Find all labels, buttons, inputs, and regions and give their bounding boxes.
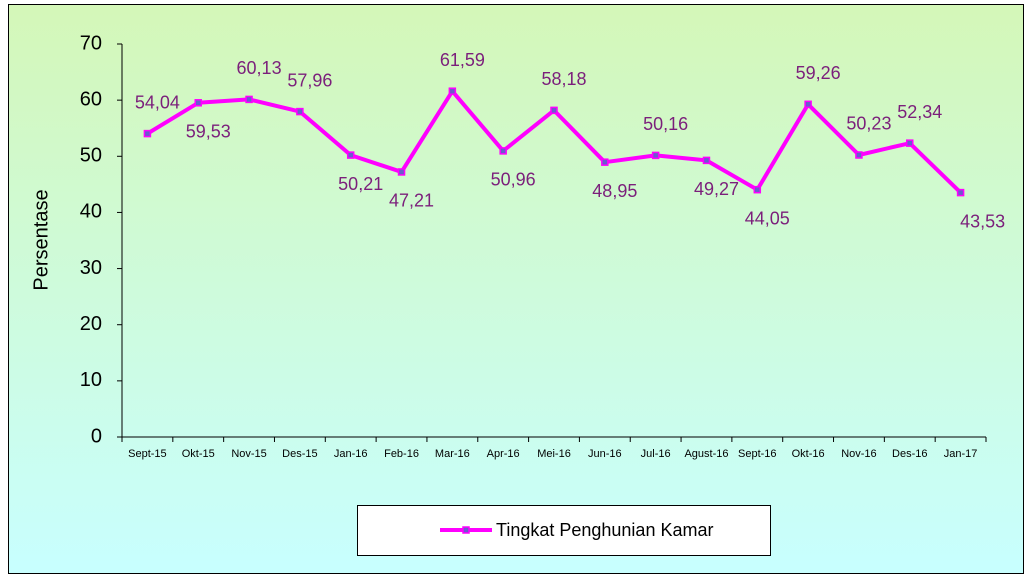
x-tick-label: Jan-16 (334, 448, 368, 460)
legend-marker (462, 526, 470, 534)
marker (346, 151, 355, 159)
data-label: 47,21 (389, 191, 434, 211)
x-tick-label: Sept-15 (128, 448, 167, 460)
y-tick-label: 30 (80, 257, 102, 279)
x-tick-label: Des-15 (282, 448, 317, 460)
y-tick-label: 50 (80, 145, 102, 167)
y-tick-label: 20 (80, 313, 102, 335)
marker (550, 106, 558, 115)
marker (296, 107, 304, 116)
marker (448, 87, 457, 95)
marker (397, 168, 406, 176)
x-tick-label: Okt-16 (792, 448, 825, 460)
marker (906, 139, 914, 147)
data-label: 59,26 (796, 63, 841, 83)
x-tick-label: Sept-16 (738, 448, 777, 460)
data-label: 50,96 (491, 170, 536, 190)
y-tick-label: 60 (80, 88, 102, 110)
data-label: 50,23 (846, 114, 891, 134)
data-label: 52,34 (897, 102, 942, 122)
data-label: 44,05 (745, 208, 790, 228)
data-label: 59,53 (186, 122, 231, 142)
data-label: 43,53 (960, 211, 1005, 231)
y-axis-title: Persentase (30, 189, 52, 290)
marker (245, 95, 253, 104)
marker (651, 151, 660, 160)
x-tick-label: Agust-16 (684, 448, 728, 460)
marker (194, 99, 202, 107)
data-label: 60,13 (237, 58, 282, 78)
x-tick-label: Nov-16 (841, 448, 876, 460)
x-tick-label: Mar-16 (435, 448, 470, 460)
y-tick-label: 70 (80, 32, 102, 54)
data-label: 50,21 (338, 174, 383, 194)
marker (804, 100, 812, 109)
data-label: 57,96 (287, 70, 332, 90)
data-label: 48,95 (592, 181, 637, 201)
x-tick-label: Mei-16 (537, 448, 571, 460)
marker (855, 151, 863, 159)
x-tick-label: Nov-15 (231, 448, 266, 460)
data-label: 61,59 (440, 50, 485, 70)
data-label: 54,04 (135, 92, 180, 112)
x-tick-label: Jul-16 (641, 448, 671, 460)
y-tick-label: 10 (80, 369, 102, 391)
chart-frame (8, 4, 1024, 574)
x-tick-label: Jun-16 (588, 448, 622, 460)
x-tick-label: Jan-17 (944, 448, 978, 460)
x-tick-label: Feb-16 (384, 448, 419, 460)
data-label: 49,27 (694, 179, 739, 199)
marker (499, 147, 507, 155)
marker (143, 129, 152, 138)
marker (956, 188, 965, 197)
marker (702, 156, 711, 165)
marker (753, 185, 762, 194)
y-tick-label: 0 (91, 425, 102, 447)
x-tick-label: Des-16 (892, 448, 927, 460)
legend-label: Tingkat Penghunian Kamar (496, 520, 713, 540)
x-tick-label: Apr-16 (487, 448, 520, 460)
data-label: 50,16 (643, 114, 688, 134)
legend-box (357, 505, 771, 556)
data-label: 58,18 (541, 69, 586, 89)
x-tick-label: Okt-15 (182, 448, 215, 460)
y-tick-label: 40 (80, 201, 102, 223)
marker (601, 158, 609, 166)
